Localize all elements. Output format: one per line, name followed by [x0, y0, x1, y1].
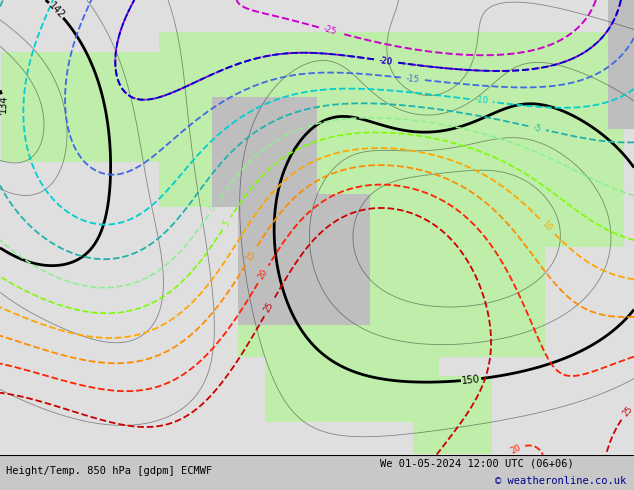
Text: 150: 150	[462, 374, 481, 386]
Text: 5: 5	[221, 219, 232, 228]
Text: We 01-05-2024 12:00 UTC (06+06): We 01-05-2024 12:00 UTC (06+06)	[380, 459, 574, 468]
Text: -25: -25	[323, 24, 338, 37]
Text: © weatheronline.co.uk: © weatheronline.co.uk	[495, 476, 626, 486]
Text: -20: -20	[378, 55, 393, 66]
Text: -20: -20	[378, 55, 393, 66]
Text: 25: 25	[621, 405, 634, 418]
Text: 25: 25	[262, 300, 276, 314]
Text: 134: 134	[0, 95, 9, 114]
Text: 10: 10	[540, 219, 554, 233]
Text: 20: 20	[509, 443, 522, 456]
Text: 20: 20	[257, 268, 270, 281]
Text: 15: 15	[244, 250, 257, 264]
Text: -10: -10	[474, 95, 488, 106]
Text: Height/Temp. 850 hPa [gdpm] ECMWF: Height/Temp. 850 hPa [gdpm] ECMWF	[6, 466, 212, 476]
Text: -5: -5	[532, 123, 542, 133]
Text: 142: 142	[46, 0, 66, 20]
Text: -15: -15	[405, 74, 420, 84]
Text: 0: 0	[208, 204, 218, 213]
